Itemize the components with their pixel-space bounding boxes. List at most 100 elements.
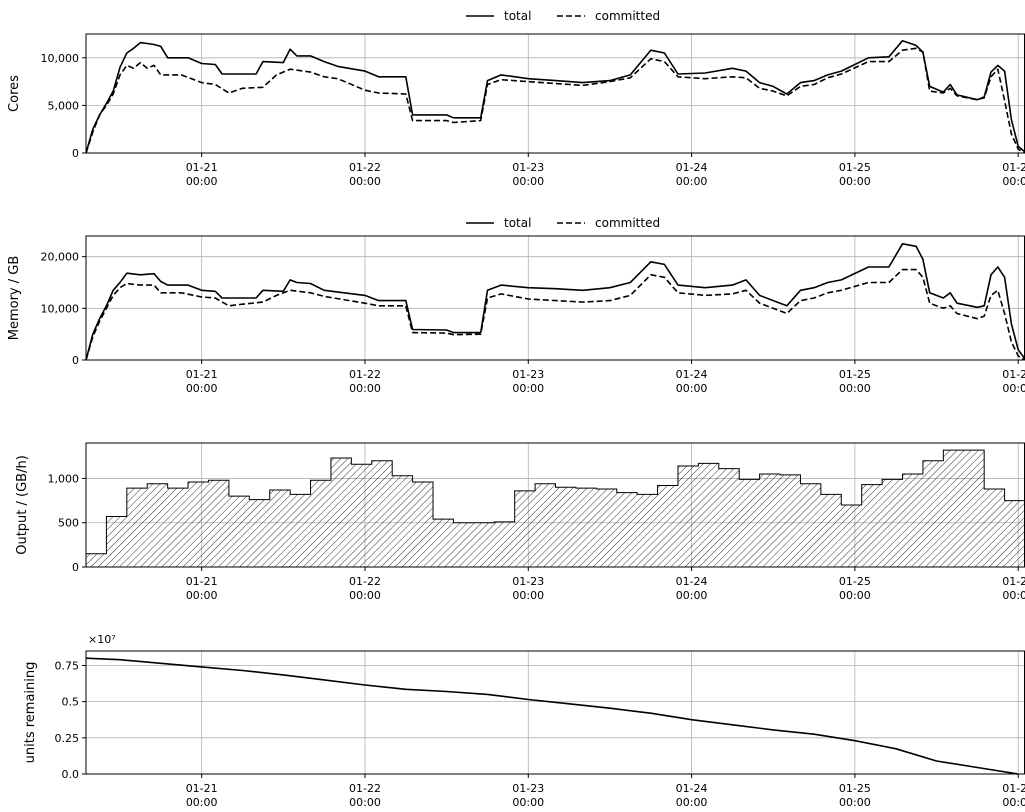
x-tick-label-time: 00:00 [676,589,708,602]
x-tick-label-time: 00:00 [186,796,218,809]
series-line-committed [85,268,1025,361]
y-tick-label: 10,000 [41,302,80,315]
histogram-bar [371,460,393,567]
legend-label-committed: committed [595,9,660,23]
series-line-total [85,243,1025,361]
x-tick-label-time: 00:00 [349,589,381,602]
x-tick-label-time: 00:00 [676,175,708,188]
histogram-bar [228,496,250,567]
series-line-remaining [85,657,1019,775]
histogram-bar [759,474,781,567]
histogram-bar [677,466,699,567]
y-tick-label: 500 [58,517,79,530]
histogram-bar [739,479,760,567]
x-tick-label-date: 01-25 [839,161,871,174]
histogram-bar [106,516,127,567]
histogram-bar [820,494,842,567]
histogram-bar [392,475,413,567]
histogram-bar [86,553,107,567]
x-tick-label-time: 00:00 [349,796,381,809]
histogram-bar [698,463,719,567]
series-line-committed [85,47,1025,154]
x-tick-label-time: 00:00 [839,382,871,395]
histogram-bar [188,481,209,567]
x-tick-label-date: 01-24 [676,782,708,795]
histogram-bar [473,522,495,567]
x-tick-label-date: 01-21 [186,368,218,381]
histogram-bar [882,479,903,567]
x-tick-label-date: 01-22 [349,368,381,381]
histogram-bar [718,468,740,567]
histogram-bar [555,487,576,567]
x-tick-label-date: 01-21 [186,782,218,795]
panel-4: 0.00.250.50.7501-2100:0001-2200:0001-230… [23,633,1025,809]
histogram-bar [514,490,536,567]
histogram-bar [330,458,352,567]
histogram-bar [943,450,964,567]
x-tick-label-date: 01-25 [839,782,871,795]
histogram-bar [575,488,597,567]
histogram-outline [85,449,1025,567]
histogram-bar [310,480,331,567]
y-tick-label: 5,000 [48,99,80,112]
y-tick-label: 0 [72,147,79,160]
histogram-bar [902,474,923,567]
x-tick-label-time: 00:00 [186,589,218,602]
histogram-bar [351,464,372,567]
panel-3: 05001,00001-2100:0001-2200:0001-2300:000… [15,442,1025,602]
y-tick-label: 0 [72,354,79,367]
x-tick-label-date: 01-22 [349,161,381,174]
x-tick-label-time: 00:00 [839,589,871,602]
histogram-bar [453,522,474,567]
histogram-bar [126,488,148,567]
histogram-bar [494,521,515,567]
x-tick-label-date: 01-25 [839,575,871,588]
x-tick-label-time: 00:00 [1002,796,1025,809]
x-tick-label-date: 01-26 [1002,161,1025,174]
histogram-bar [412,481,434,567]
x-tick-label-date: 01-21 [186,161,218,174]
x-tick-label-time: 00:00 [186,382,218,395]
x-tick-label-time: 00:00 [349,175,381,188]
panel-2: 010,00020,00001-2100:0001-2200:0001-2300… [7,216,1025,395]
x-tick-label-time: 00:00 [349,382,381,395]
histogram-bar [249,499,270,567]
histogram-bar [637,494,658,567]
histogram-bar [922,460,944,567]
y-tick-label: 0.75 [55,659,80,672]
y-tick-label: 0.5 [62,696,80,709]
axes-frame [85,33,1025,154]
x-tick-label-time: 00:00 [512,175,544,188]
histogram-bar [535,483,556,567]
histogram-bar [596,489,617,567]
histogram-bar [984,489,1005,567]
panel-1: 05,00010,00001-2100:0001-2200:0001-2300:… [7,9,1025,188]
histogram-bar [841,505,862,567]
x-tick-label-time: 00:00 [839,175,871,188]
x-tick-label-time: 00:00 [1002,175,1025,188]
histogram-bar [147,483,168,567]
x-tick-label-time: 00:00 [1002,382,1025,395]
histogram-bar [290,494,311,567]
x-tick-label-date: 01-24 [676,368,708,381]
histogram-bar [780,474,801,567]
x-tick-label-date: 01-22 [349,782,381,795]
histogram-bar [963,450,985,567]
x-tick-label-date: 01-26 [1002,368,1025,381]
histogram-bar [269,489,291,567]
x-tick-label-date: 01-26 [1002,575,1025,588]
histogram-bar [208,480,229,567]
y-axis-label: units remaining [23,662,38,764]
y-offset-text: ×10⁷ [88,633,116,646]
y-tick-label: 1,000 [48,472,80,485]
legend: total committed [466,9,660,23]
histogram-bar [657,485,678,567]
x-tick-label-time: 00:00 [186,175,218,188]
legend: total committed [466,216,660,230]
x-tick-label-time: 00:00 [1002,589,1025,602]
legend-label-committed: committed [595,216,660,230]
x-tick-label-time: 00:00 [512,382,544,395]
y-tick-label: 10,000 [41,52,80,65]
x-tick-label-date: 01-21 [186,575,218,588]
